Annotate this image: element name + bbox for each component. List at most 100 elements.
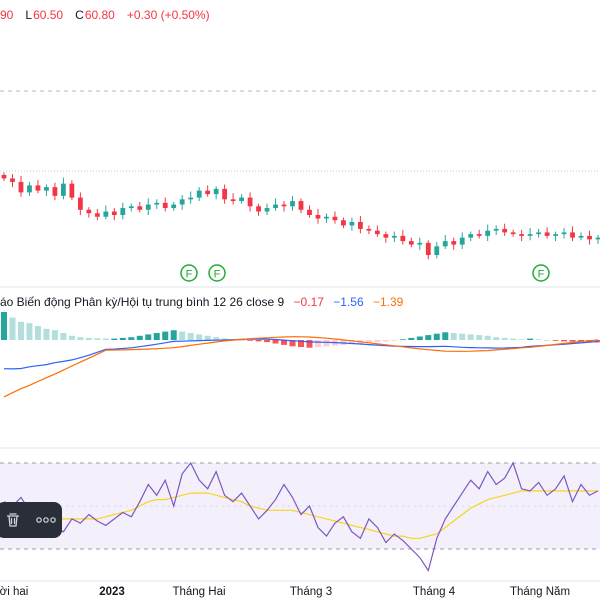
macd-histogram-bar xyxy=(94,338,101,340)
candle xyxy=(587,235,592,240)
macd-line-value: −1.56 xyxy=(333,295,364,309)
macd-histogram-bar xyxy=(102,338,109,340)
macd-histogram-bar xyxy=(289,340,296,347)
candle xyxy=(86,209,92,214)
macd-histogram-bar xyxy=(238,340,245,341)
macd-histogram-bar xyxy=(348,340,355,345)
macd-histogram-bar xyxy=(196,334,203,340)
candle xyxy=(366,228,372,231)
macd-histogram-bar xyxy=(365,340,372,343)
macd-histogram-bar xyxy=(77,337,84,340)
macd-histogram-bar xyxy=(119,337,126,340)
macd-histogram-bar xyxy=(247,340,254,341)
macd-histogram-bar xyxy=(162,331,169,340)
candle xyxy=(595,237,600,240)
candle xyxy=(468,234,474,238)
event-marker-2[interactable]: F xyxy=(208,264,226,282)
candle xyxy=(324,216,329,219)
candle xyxy=(137,206,143,210)
candle xyxy=(341,220,346,226)
macd-histogram-bar xyxy=(314,340,321,347)
candle xyxy=(77,197,83,210)
candle xyxy=(145,204,151,210)
event-marker-3[interactable]: F xyxy=(532,264,550,282)
candle xyxy=(205,190,211,195)
macd-histogram-bar xyxy=(544,340,551,341)
candle xyxy=(239,197,244,202)
legend-change: +0.30 (+0.50%) xyxy=(126,8,210,22)
macd-histogram-bar xyxy=(298,340,304,347)
candle xyxy=(256,206,261,212)
legend-high-value: 90 xyxy=(0,8,14,22)
macd-histogram-bar xyxy=(51,330,58,340)
candle xyxy=(1,174,7,179)
candle xyxy=(273,204,278,209)
more-button[interactable] xyxy=(33,507,59,533)
candle xyxy=(570,232,575,238)
candle xyxy=(69,183,75,198)
macd-histogram-bar xyxy=(179,331,186,340)
candle xyxy=(52,187,58,196)
candle xyxy=(315,215,321,219)
legend-low-value: 60.50 xyxy=(33,8,64,22)
candle xyxy=(485,230,491,236)
candle xyxy=(154,202,160,205)
macd-histogram-bar xyxy=(221,338,228,340)
macd-histogram-bar xyxy=(60,333,67,340)
candle xyxy=(408,241,414,245)
candle xyxy=(247,197,253,207)
legend-low-label: L xyxy=(25,8,33,22)
rsi-ma-line xyxy=(4,490,598,539)
time-tick-label: Tháng 4 xyxy=(412,586,456,598)
time-tick-label: ời hai xyxy=(0,586,29,598)
candle xyxy=(493,228,499,231)
candle xyxy=(111,211,117,215)
event-marker-1[interactable]: F xyxy=(180,264,198,282)
macd-histogram-bar xyxy=(535,339,542,341)
candle xyxy=(476,234,482,236)
event-marker-2-label: F xyxy=(214,269,221,281)
macd-histogram-bar xyxy=(382,340,389,342)
candle xyxy=(120,208,126,215)
candle xyxy=(27,185,32,193)
candle xyxy=(425,242,431,256)
candle xyxy=(307,209,312,215)
macd-histogram-bar xyxy=(85,337,92,340)
time-axis[interactable]: ời hai 2023 Tháng Hai Tháng 3 Tháng 4 Th… xyxy=(0,582,600,600)
candle xyxy=(61,183,66,196)
macd-histogram-bar xyxy=(408,337,415,340)
time-tick-label: 2023 xyxy=(99,586,125,598)
macd-histogram-bar xyxy=(306,340,313,348)
macd-histogram-bar xyxy=(145,334,152,340)
macd-histogram-bar xyxy=(442,332,449,340)
candle xyxy=(349,221,355,226)
floating-toolbar xyxy=(0,502,62,538)
legend-close-value: 60.80 xyxy=(84,8,115,22)
candle xyxy=(527,234,533,236)
macd-histogram-bar xyxy=(484,335,491,340)
macd-histogram-bar xyxy=(323,340,330,347)
macd-histogram-bar xyxy=(518,339,525,341)
candle xyxy=(10,178,15,182)
event-marker-1-label: F xyxy=(186,269,193,281)
candle xyxy=(264,208,270,212)
macd-histogram-bar xyxy=(68,335,75,340)
candle xyxy=(400,235,406,242)
legend-close-label: C xyxy=(75,8,84,22)
macd-histogram-bar xyxy=(374,340,381,343)
candle xyxy=(502,228,508,233)
candle xyxy=(171,204,177,209)
time-tick-label: Tháng 3 xyxy=(289,586,333,598)
candle xyxy=(536,232,541,235)
macd-histogram-bar xyxy=(281,340,288,345)
trash-icon xyxy=(6,513,19,527)
macd-histogram-bar xyxy=(493,337,500,340)
macd-histogram-bar xyxy=(416,336,423,340)
macd-histogram-bar xyxy=(272,340,279,344)
delete-button[interactable] xyxy=(0,507,26,533)
macd-histogram-bar xyxy=(204,335,211,340)
macd-legend: áo Biến động Phân kỳ/Hội tụ trung bình 1… xyxy=(0,294,403,310)
candle xyxy=(383,234,389,238)
macd-histogram-bar xyxy=(170,330,177,340)
